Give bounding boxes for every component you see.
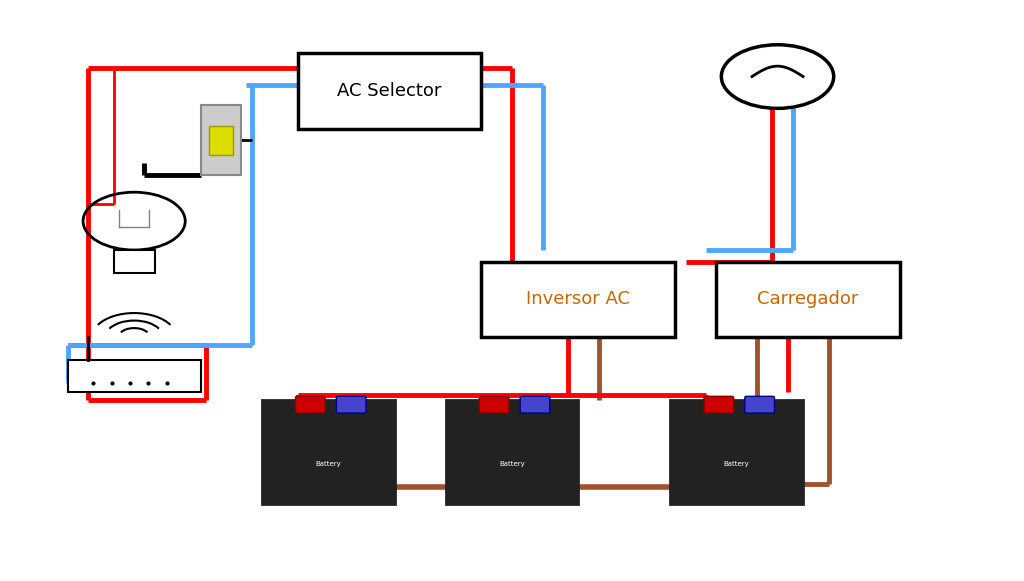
FancyBboxPatch shape xyxy=(716,261,900,337)
FancyBboxPatch shape xyxy=(744,396,774,413)
Text: Carregador: Carregador xyxy=(758,290,859,308)
FancyBboxPatch shape xyxy=(671,400,803,504)
FancyBboxPatch shape xyxy=(114,250,155,273)
FancyBboxPatch shape xyxy=(520,396,550,413)
Text: Battery: Battery xyxy=(724,461,750,467)
FancyBboxPatch shape xyxy=(262,400,394,504)
FancyBboxPatch shape xyxy=(201,106,242,175)
Text: AC Selector: AC Selector xyxy=(337,82,441,100)
FancyBboxPatch shape xyxy=(481,261,676,337)
Text: Inversor AC: Inversor AC xyxy=(526,290,631,308)
FancyBboxPatch shape xyxy=(298,53,481,128)
FancyBboxPatch shape xyxy=(68,360,201,392)
FancyBboxPatch shape xyxy=(296,396,325,413)
Text: Battery: Battery xyxy=(315,461,341,467)
FancyBboxPatch shape xyxy=(703,396,733,413)
FancyBboxPatch shape xyxy=(445,400,579,504)
FancyBboxPatch shape xyxy=(479,396,509,413)
FancyBboxPatch shape xyxy=(336,396,366,413)
FancyBboxPatch shape xyxy=(209,125,233,155)
Text: Battery: Battery xyxy=(499,461,525,467)
